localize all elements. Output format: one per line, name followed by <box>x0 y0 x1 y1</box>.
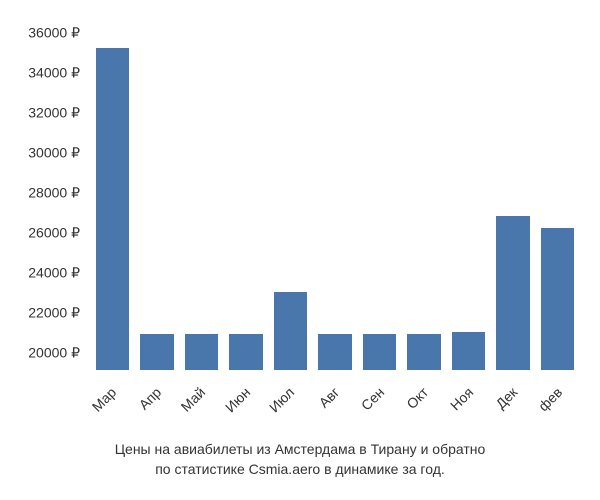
bar <box>274 292 307 370</box>
y-axis: 20000 ₽ 22000 ₽ 24000 ₽ 26000 ₽ 28000 ₽ 30000… <box>0 10 85 370</box>
bar <box>363 334 396 370</box>
y-tick-label: 30000 ₽ <box>28 145 80 162</box>
y-tick-label: 24000 ₽ <box>28 265 80 282</box>
x-tick-label: Май <box>178 384 209 415</box>
bar <box>318 334 351 370</box>
y-tick-label: 36000 ₽ <box>28 25 80 42</box>
y-tick-label: 26000 ₽ <box>28 225 80 242</box>
y-tick-label: 32000 ₽ <box>28 105 80 122</box>
bar <box>452 332 485 370</box>
x-tick-label: фев <box>535 384 565 414</box>
chart-caption: Цены на авиабилеты из Амстердама в Тиран… <box>0 440 600 479</box>
bar <box>229 334 262 370</box>
bar <box>496 216 529 370</box>
x-tick-label: Мар <box>89 384 120 415</box>
x-tick-label: Апр <box>135 384 164 413</box>
x-tick-label: Июл <box>266 384 297 415</box>
x-tick-label: Сен <box>357 384 386 413</box>
x-axis-labels: Мар Апр Май Июн Июл Авг Сен Окт Ноя Декфев <box>90 378 580 438</box>
y-tick-label: 28000 ₽ <box>28 185 80 202</box>
bar <box>96 48 129 370</box>
chart-plot-area <box>90 10 580 370</box>
y-tick-label: 34000 ₽ <box>28 65 80 82</box>
x-tick-label: Дек <box>493 384 521 412</box>
y-tick-label: 38000 ₽ <box>28 0 80 2</box>
bar <box>185 334 218 370</box>
x-tick-label: Июн <box>222 384 253 415</box>
bar <box>541 228 574 370</box>
bar <box>407 334 440 370</box>
bar <box>140 334 173 370</box>
x-tick-label: Авг <box>316 384 343 411</box>
x-tick-label: Окт <box>403 384 431 412</box>
caption-line-2: по статистике Csmia.aero в динамике за г… <box>155 461 445 477</box>
y-tick-label: 20000 ₽ <box>28 345 80 362</box>
caption-line-1: Цены на авиабилеты из Амстердама в Тиран… <box>115 441 486 457</box>
x-tick-label: Ноя <box>447 384 476 413</box>
y-tick-label: 22000 ₽ <box>28 305 80 322</box>
